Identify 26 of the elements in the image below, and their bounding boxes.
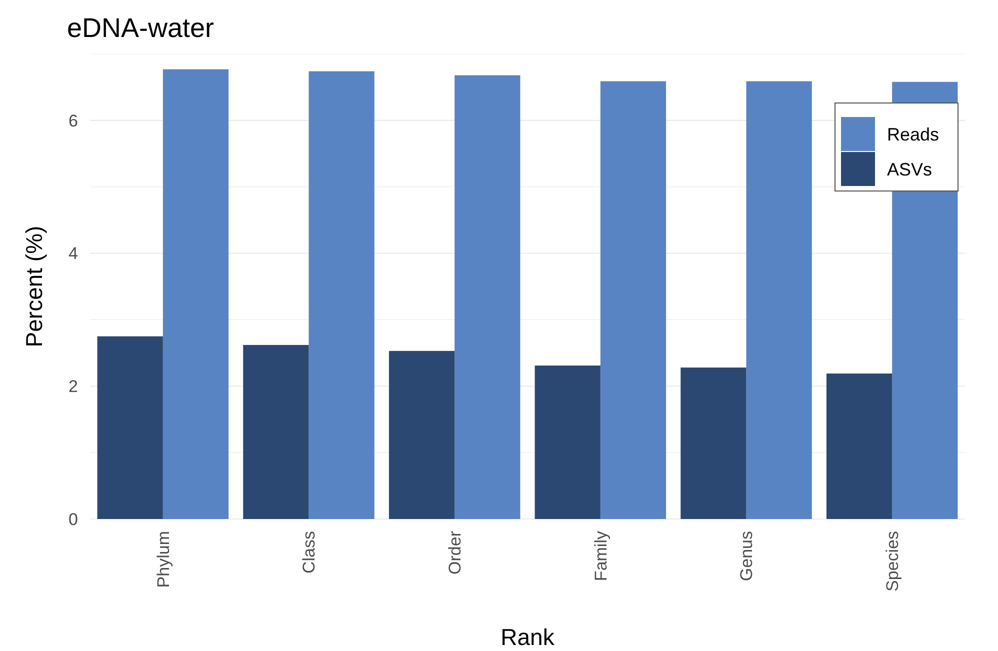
bar (534, 366, 600, 519)
bar (308, 71, 374, 519)
x-tick-label: Family (591, 530, 610, 582)
x-tick-label: Class (300, 531, 319, 574)
y-tick-label: 0 (68, 510, 78, 529)
bar (826, 374, 892, 519)
x-tick-label: Genus (737, 531, 756, 582)
bar (243, 344, 309, 519)
legend-label: Reads (887, 124, 940, 144)
bar (162, 69, 229, 519)
legend-label: ASVs (887, 159, 932, 180)
bar (97, 336, 163, 519)
bar (746, 81, 812, 519)
bar (680, 368, 746, 519)
x-axis-title: Rank (500, 624, 555, 650)
bar (454, 75, 520, 519)
y-tick-label: 4 (68, 244, 78, 264)
chart-title: eDNA-water (67, 13, 214, 43)
y-axis-title: Percent (%) (21, 226, 47, 348)
x-tick-label: Order (446, 530, 465, 574)
x-tick-label: Phylum (154, 531, 173, 588)
x-tick-label: Species (883, 531, 902, 592)
bar (600, 81, 666, 519)
bar (388, 350, 455, 519)
y-tick-label: 6 (68, 111, 78, 130)
y-tick-label: 2 (68, 377, 78, 396)
